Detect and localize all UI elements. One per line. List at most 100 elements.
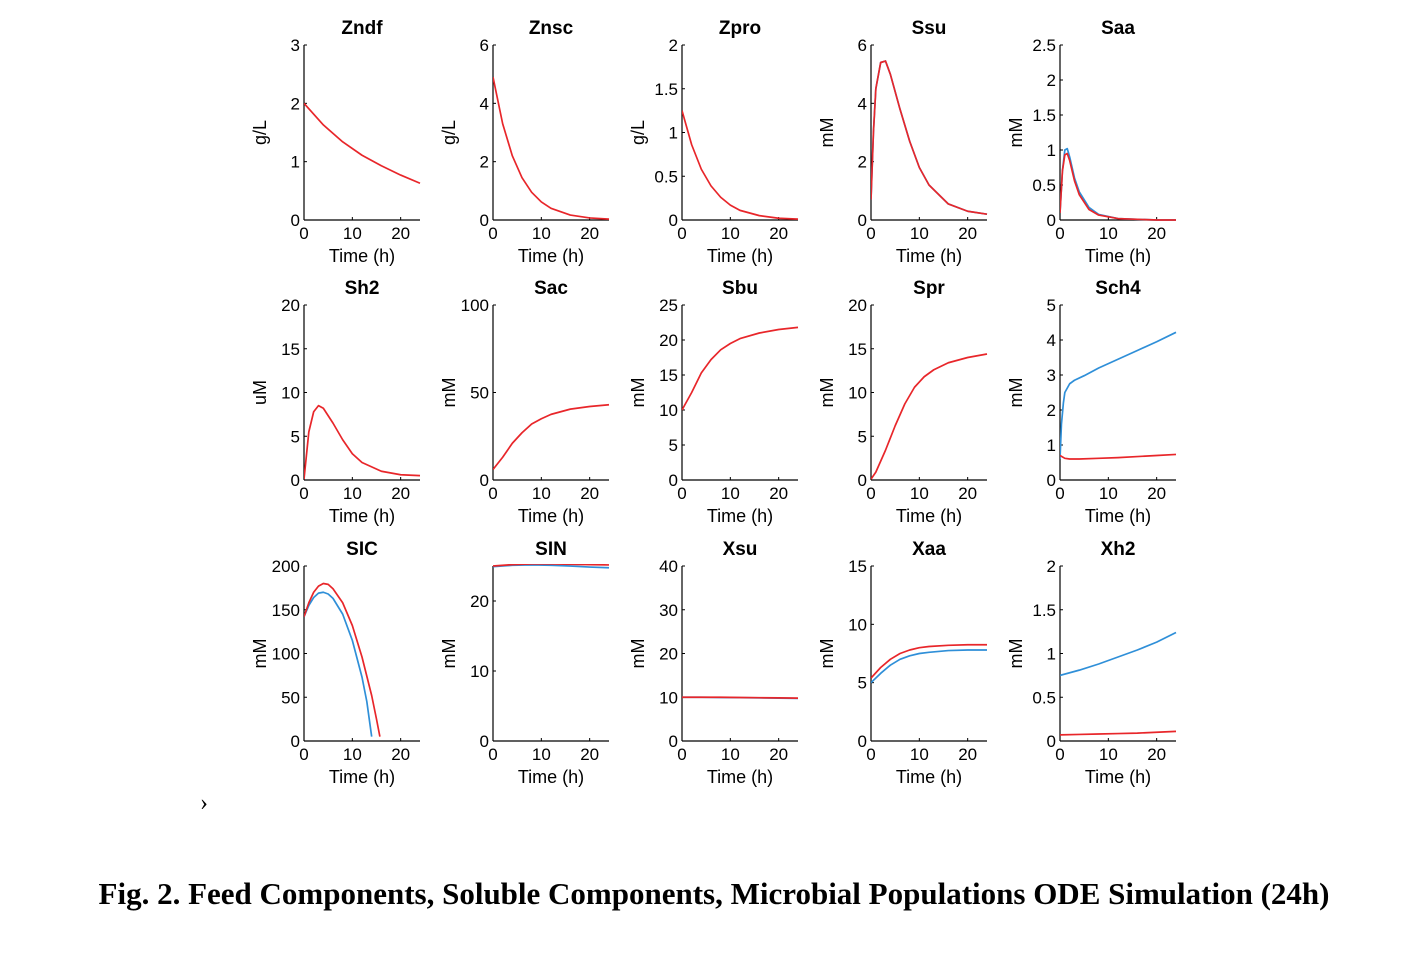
y-tick-label: 10 — [659, 401, 678, 420]
x-axis-label: Time (h) — [518, 246, 584, 266]
series-line-red — [493, 564, 610, 567]
y-axis-label: mM — [628, 639, 648, 669]
x-tick-label: 10 — [1099, 745, 1118, 764]
x-tick-label: 0 — [677, 745, 686, 764]
y-axis-label: mM — [817, 639, 837, 669]
y-tick-label: 5 — [858, 427, 867, 446]
subplot-title: Spr — [913, 278, 945, 299]
y-tick-label: 3 — [291, 36, 300, 55]
y-tick-label: 10 — [470, 662, 489, 681]
y-tick-label: 20 — [659, 645, 678, 664]
y-tick-label: 0 — [480, 211, 489, 230]
y-axis-label: mM — [1006, 639, 1026, 669]
y-tick-label: 0 — [291, 211, 300, 230]
y-tick-label: 0 — [669, 732, 678, 751]
y-tick-label: 0 — [291, 732, 300, 751]
x-tick-label: 10 — [343, 745, 362, 764]
x-tick-label: 20 — [958, 484, 977, 503]
y-tick-label: 20 — [659, 331, 678, 350]
y-tick-label: 0.5 — [654, 167, 678, 186]
x-axis-label: Time (h) — [518, 767, 584, 787]
y-tick-label: 15 — [281, 340, 300, 359]
series-line-red — [871, 60, 988, 216]
subplot-title: Zpro — [719, 18, 761, 39]
x-tick-label: 20 — [391, 484, 410, 503]
x-tick-label: 10 — [910, 484, 929, 503]
x-axis-label: Time (h) — [1085, 506, 1151, 526]
y-tick-label: 4 — [858, 94, 867, 113]
y-tick-label: 4 — [1047, 331, 1056, 350]
series-line-red — [682, 696, 799, 699]
subplot-sch4: 0 1 2 3 4 5 0 10 20 Sch4 Time (h) mM — [1006, 278, 1177, 526]
y-tick-label: 0 — [1047, 732, 1056, 751]
y-tick-label: 2.5 — [1032, 36, 1056, 55]
x-tick-label: 20 — [769, 745, 788, 764]
series-line-red — [871, 643, 987, 679]
series-line-red — [304, 102, 421, 185]
x-axis-label: Time (h) — [896, 767, 962, 787]
x-tick-label: 0 — [488, 224, 497, 243]
y-tick-label: 2 — [480, 153, 489, 172]
y-tick-label: 50 — [281, 688, 300, 707]
y-tick-label: 20 — [281, 296, 300, 315]
y-tick-label: 6 — [858, 36, 867, 55]
y-tick-label: 1 — [1047, 645, 1056, 664]
series-line-blue — [871, 649, 987, 684]
y-axis-label: g/L — [439, 120, 459, 145]
subplot-sbu: 0 5 10 15 20 25 0 10 20 Sbu Time (h) mM — [628, 278, 799, 526]
subplot-title: Xsu — [723, 539, 758, 560]
subplot-sin: 0 10 20 0 10 20 SIN Time (h) mM — [439, 539, 610, 787]
subplot-title: SIN — [535, 539, 567, 560]
x-tick-label: 0 — [299, 745, 308, 764]
x-tick-label: 0 — [488, 484, 497, 503]
subplot-title: Znsc — [529, 18, 574, 39]
y-tick-label: 6 — [480, 36, 489, 55]
series-line-blue — [1060, 331, 1177, 460]
subplot-title: Xh2 — [1101, 539, 1136, 560]
x-tick-label: 0 — [1055, 745, 1064, 764]
subplot-ssu: 0 2 4 6 0 10 20 Ssu Time (h) mM — [817, 18, 988, 266]
x-axis-label: Time (h) — [707, 767, 773, 787]
y-tick-label: 15 — [659, 366, 678, 385]
y-tick-label: 1 — [669, 124, 678, 143]
y-tick-label: 200 — [272, 557, 300, 576]
y-tick-label: 0 — [669, 471, 678, 490]
x-tick-label: 10 — [532, 484, 551, 503]
subplot-title: SIC — [346, 539, 378, 560]
y-tick-label: 0 — [1047, 471, 1056, 490]
x-tick-label: 0 — [488, 745, 497, 764]
figure-caption: Fig. 2. Feed Components, Soluble Compone… — [98, 876, 1330, 911]
x-tick-label: 10 — [343, 484, 362, 503]
x-tick-label: 0 — [299, 484, 308, 503]
x-tick-label: 0 — [866, 224, 875, 243]
series-line-red — [1060, 152, 1176, 221]
x-tick-label: 20 — [391, 224, 410, 243]
subplot-xsu: 0 10 20 30 40 0 10 20 Xsu Time (h) mM — [628, 539, 799, 787]
x-tick-label: 10 — [532, 224, 551, 243]
y-tick-label: 0 — [480, 732, 489, 751]
x-tick-label: 0 — [866, 484, 875, 503]
y-axis-label: mM — [628, 378, 648, 408]
series-line-red — [493, 76, 610, 220]
series-line-red — [493, 403, 610, 471]
subplot-title: Saa — [1101, 18, 1135, 39]
series-line-red — [682, 110, 799, 220]
y-axis-label: uM — [250, 380, 270, 405]
y-tick-label: 2 — [1047, 71, 1056, 90]
x-axis-label: Time (h) — [707, 506, 773, 526]
y-axis-label: g/L — [628, 120, 648, 145]
y-tick-label: 25 — [659, 296, 678, 315]
y-tick-label: 15 — [848, 557, 867, 576]
y-tick-label: 40 — [659, 557, 678, 576]
subplot-title: Sh2 — [345, 278, 380, 299]
y-tick-label: 0 — [669, 211, 678, 230]
x-axis-label: Time (h) — [518, 506, 584, 526]
y-tick-label: 1.5 — [1032, 601, 1056, 620]
subplot-title: Zndf — [341, 18, 383, 39]
x-axis-label: Time (h) — [896, 506, 962, 526]
subplot-title: Sac — [534, 278, 568, 299]
x-axis-label: Time (h) — [707, 246, 773, 266]
series-line-red — [1060, 453, 1177, 460]
y-tick-label: 0 — [858, 732, 867, 751]
